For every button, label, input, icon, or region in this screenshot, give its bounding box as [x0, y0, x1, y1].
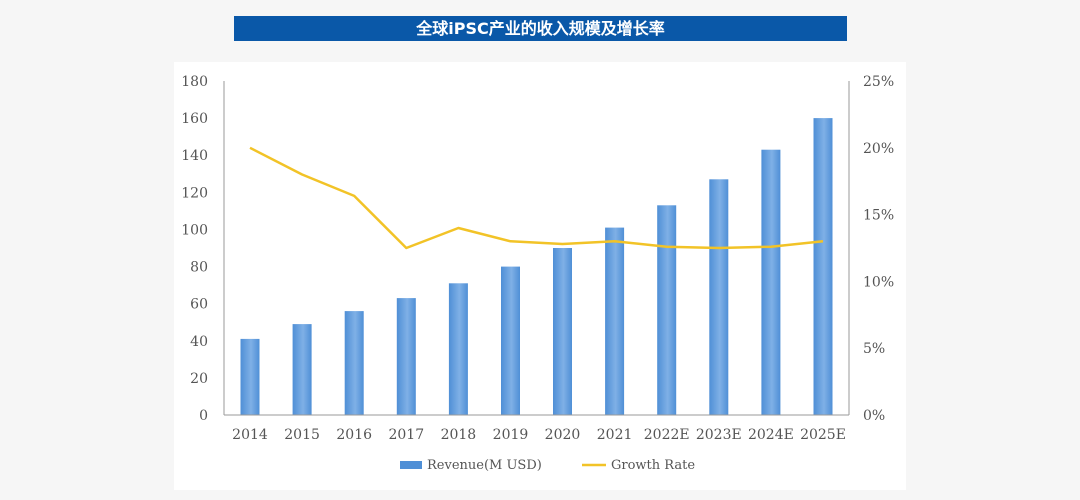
bar-2019: [501, 266, 520, 415]
y-axis-right: 0% 5% 10% 15% 20% 25%: [848, 74, 894, 424]
bar-2022E: [657, 205, 677, 415]
bar-2021: [605, 227, 625, 415]
y-left-tick-label: 120: [181, 185, 208, 201]
x-tick-label: 2017: [388, 427, 424, 443]
x-tick-label: 2014: [232, 427, 268, 443]
legend: Revenue(M USD) Growth Rate: [400, 458, 695, 473]
combo-chart: 2014 2015 2016 2017 2018 2019 2020 2021 2022E 202…: [181, 74, 894, 473]
bar-2023E: [709, 179, 729, 415]
chart-card: 2014 2015 2016 2017 2018 2019 2020 2021 2022E 202…: [174, 62, 906, 490]
y-right-tick-label: 5%: [863, 341, 885, 357]
bar-2024E: [761, 149, 781, 415]
y-left-tick-label: 40: [190, 334, 208, 350]
x-tick-label: 2020: [545, 427, 581, 443]
y-left-tick-label: 100: [181, 222, 208, 238]
x-tick-label: 2022E: [644, 427, 690, 443]
legend-label-growth: Growth Rate: [611, 458, 695, 473]
bar-2017: [396, 298, 416, 415]
bar-2018: [448, 283, 468, 415]
x-tick-label: 2021: [597, 427, 633, 443]
growth-rate-line: [249, 146, 824, 250]
x-tick-label: 2016: [336, 427, 372, 443]
legend-label-revenue: Revenue(M USD): [427, 458, 542, 473]
bar-2015: [292, 324, 312, 415]
growth-rate-series: [249, 146, 824, 250]
y-left-tick-label: 160: [181, 111, 208, 127]
y-left-tick-label: 20: [190, 371, 208, 387]
y-left-tick-label: 60: [190, 297, 208, 313]
y-left-tick-label: 180: [181, 74, 208, 90]
bar-2016: [344, 311, 364, 415]
bar-series: [240, 118, 833, 415]
page-title: 全球iPSC产业的收入规模及增长率: [234, 16, 847, 41]
x-axis: 2014 2015 2016 2017 2018 2019 2020 2021 2022E 202…: [224, 414, 849, 443]
x-tick-label: 2024E: [748, 427, 794, 443]
y-axis-left: 0 20 40 60 80 100 120 140 160 180: [181, 74, 225, 424]
x-tick-label: 2018: [441, 427, 477, 443]
y-right-tick-label: 25%: [863, 74, 894, 90]
x-tick-label: 2025E: [800, 427, 846, 443]
x-tick-label: 2015: [284, 427, 320, 443]
bar-2020: [553, 248, 572, 415]
y-left-tick-label: 140: [181, 148, 208, 164]
y-right-tick-label: 10%: [863, 274, 894, 290]
bar-2014: [240, 338, 260, 415]
y-right-tick-label: 20%: [863, 141, 894, 157]
x-tick-label: 2019: [493, 427, 529, 443]
y-left-tick-label: 80: [190, 260, 208, 276]
legend-swatch-revenue: [400, 461, 422, 469]
bar-2025E: [813, 118, 833, 415]
y-right-tick-label: 15%: [863, 208, 894, 224]
y-right-tick-label: 0%: [863, 408, 885, 424]
y-left-tick-label: 0: [199, 408, 208, 424]
x-tick-label: 2023E: [696, 427, 742, 443]
